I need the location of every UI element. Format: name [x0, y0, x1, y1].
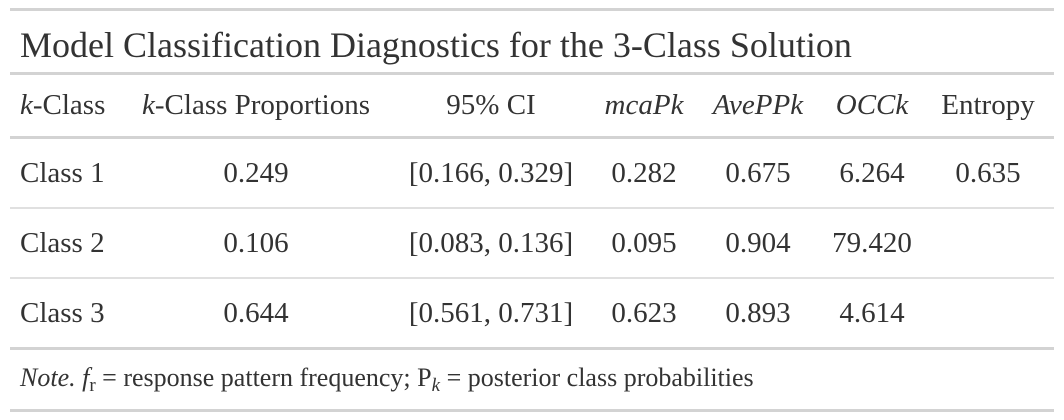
table-row: Class 3 0.644 [0.561, 0.731] 0.623 0.893…	[10, 277, 1054, 347]
header-k-class-proportions: k-Class Proportions	[142, 89, 370, 121]
cell-class: Class 3	[10, 277, 124, 347]
note-f-sub: r	[89, 375, 96, 396]
cell-class: Class 1	[20, 157, 105, 189]
cell-proportion: 0.249	[223, 157, 289, 189]
header-rule	[10, 136, 1054, 139]
cell-avepp: 0.893	[694, 277, 822, 347]
note-p-symbol: P	[417, 363, 432, 392]
bottom-table-rule	[10, 347, 1054, 350]
header-entropy: Entropy	[941, 89, 1035, 121]
note-f-text: = response pattern frequency;	[95, 363, 418, 392]
diagnostics-table-container: Model Classification Diagnostics for the…	[10, 8, 1054, 412]
note-p-text: = posterior class probabilities	[440, 363, 754, 392]
header-row: k-Class k-Class Proportions 95% CI mcaPk…	[10, 75, 1054, 136]
table-row: Class 1 0.249 [0.166, 0.329] 0.282 0.675…	[10, 139, 1054, 208]
cell-occk: 4.614	[822, 277, 922, 347]
cell-occk: 6.264	[839, 157, 905, 189]
bottom-rule	[10, 409, 1054, 412]
cell-proportion: 0.106	[124, 207, 388, 278]
title-rule	[10, 72, 1054, 75]
note-p-sub: k	[431, 375, 441, 396]
table-row: Class 2 0.106 [0.083, 0.136] 0.095 0.904…	[10, 207, 1054, 278]
cell-ci: [0.083, 0.136]	[388, 207, 594, 278]
cell-occk: 79.420	[822, 207, 922, 278]
cell-ci: [0.166, 0.329]	[408, 157, 574, 189]
cell-entropy	[922, 277, 1054, 347]
header-k-class: k-Class	[20, 89, 106, 121]
cell-avepp: 0.675	[725, 157, 791, 189]
diagnostics-table: k-Class k-Class Proportions 95% CI mcaPk…	[10, 75, 1054, 347]
cell-mcapk: 0.623	[594, 277, 694, 347]
table-note: Note. fr = response pattern frequency; P…	[10, 350, 1054, 409]
note-label: Note.	[20, 363, 76, 392]
header-ci: 95% CI	[446, 89, 536, 121]
cell-entropy: 0.635	[955, 157, 1021, 189]
note-f-symbol: f	[82, 363, 90, 392]
cell-mcapk: 0.095	[594, 207, 694, 278]
table-title: Model Classification Diagnostics for the…	[20, 25, 852, 65]
header-avepp: AvePPk	[712, 89, 804, 121]
top-rule	[10, 8, 1054, 11]
header-occk: OCCk	[835, 89, 909, 121]
cell-proportion: 0.644	[124, 277, 388, 347]
cell-avepp: 0.904	[694, 207, 822, 278]
cell-entropy	[922, 207, 1054, 278]
cell-class: Class 2	[10, 207, 124, 278]
cell-ci: [0.561, 0.731]	[388, 277, 594, 347]
header-mcapk: mcaPk	[604, 89, 684, 121]
cell-mcapk: 0.282	[611, 157, 677, 189]
